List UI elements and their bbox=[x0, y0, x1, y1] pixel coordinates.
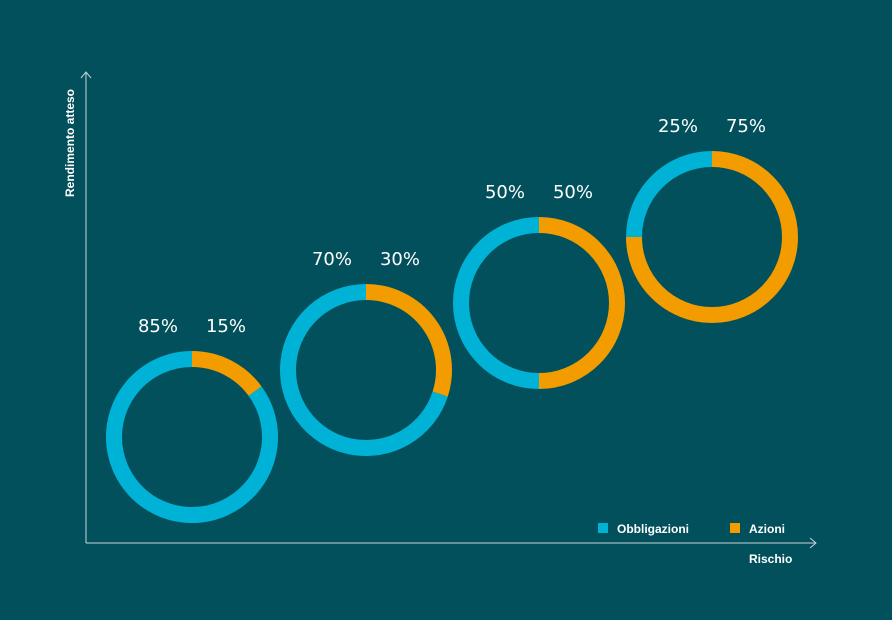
donut-2: 70% 30% bbox=[280, 249, 452, 456]
obbligazioni-arc-1 bbox=[106, 351, 278, 523]
y-axis-label: Rendimento atteso bbox=[63, 89, 77, 197]
azioni-pct-label-3: 50% bbox=[553, 182, 593, 203]
azioni-arc-4 bbox=[626, 151, 798, 323]
donut-4: 25% 75% bbox=[626, 116, 798, 323]
donut-1: 85% 15% bbox=[106, 316, 278, 523]
legend: Obbligazioni Azioni bbox=[598, 522, 785, 536]
legend-swatch-azioni bbox=[730, 523, 740, 533]
azioni-pct-label-1: 15% bbox=[206, 316, 246, 337]
obbligazioni-arc-4 bbox=[626, 151, 713, 238]
azioni-arc-3 bbox=[538, 217, 625, 389]
obbligazioni-pct-label-4: 25% bbox=[658, 116, 698, 137]
obbligazioni-pct-label-2: 70% bbox=[312, 249, 352, 270]
y-axis-arrow bbox=[80, 71, 92, 79]
azioni-pct-label-2: 30% bbox=[380, 249, 420, 270]
azioni-arc-2 bbox=[365, 284, 452, 397]
legend-swatch-obbligazioni bbox=[598, 523, 608, 533]
x-axis-label: Rischio bbox=[749, 552, 792, 566]
donut-group: 85% 15% 70% 30% 50% 50% 25% 75% bbox=[106, 116, 798, 523]
legend-label-azioni: Azioni bbox=[749, 522, 785, 536]
x-axis-arrow bbox=[809, 537, 817, 549]
azioni-pct-label-4: 75% bbox=[726, 116, 766, 137]
azioni-arc-1 bbox=[191, 351, 262, 397]
obbligazioni-arc-2 bbox=[280, 284, 448, 456]
legend-label-obbligazioni: Obbligazioni bbox=[617, 522, 689, 536]
obbligazioni-pct-label-3: 50% bbox=[485, 182, 525, 203]
axes: Rendimento atteso Rischio bbox=[63, 71, 817, 566]
donut-3: 50% 50% bbox=[453, 182, 625, 389]
obbligazioni-pct-label-1: 85% bbox=[138, 316, 178, 337]
obbligazioni-arc-3 bbox=[453, 217, 540, 389]
